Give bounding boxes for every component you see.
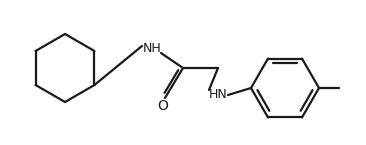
Text: O: O bbox=[157, 99, 168, 113]
Text: NH: NH bbox=[143, 41, 161, 55]
Text: HN: HN bbox=[209, 88, 227, 102]
